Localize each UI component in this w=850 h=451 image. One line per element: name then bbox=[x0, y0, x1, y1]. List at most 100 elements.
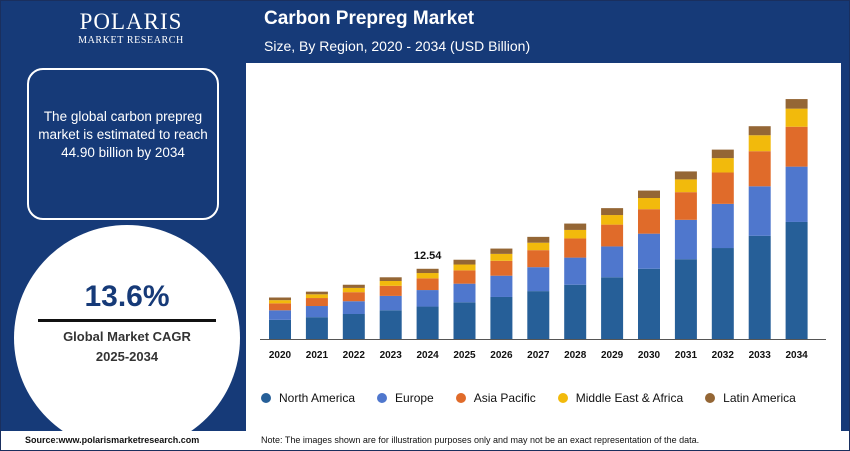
bar-segment-2030-asia-pacific bbox=[638, 209, 660, 234]
x-tick-label: 2031 bbox=[675, 350, 698, 361]
bar-segment-2033-north-america bbox=[748, 235, 771, 339]
bar-segment-2034-middle-east-africa bbox=[785, 108, 808, 127]
legend-label: Europe bbox=[395, 391, 434, 405]
x-tick-labels: 2020 2021 2022 2023 2024 2025 2026 2027 2028 2029… bbox=[269, 350, 808, 361]
bar-segment-2023-europe bbox=[379, 295, 402, 311]
x-tick-label: 2023 bbox=[380, 350, 403, 361]
bar-segment-2033-latin-america bbox=[748, 126, 771, 136]
summary-box: The global carbon prepreg market is esti… bbox=[27, 68, 219, 220]
stacked-bar-chart: 2020 2021 2022 2023 2024 2025 2026 2027 2028 2029… bbox=[260, 99, 826, 361]
bar-segment-2029-north-america bbox=[601, 277, 624, 339]
bar-segment-2032-latin-america bbox=[711, 149, 734, 159]
bar-segment-2031-latin-america bbox=[674, 171, 697, 180]
bar-segment-2025-latin-america bbox=[453, 259, 476, 265]
bar-segment-2027-europe bbox=[527, 267, 550, 292]
bar-segment-2022-latin-america bbox=[342, 284, 365, 288]
bar-segment-2029-latin-america bbox=[601, 208, 624, 216]
bar-segment-2030-europe bbox=[638, 233, 660, 269]
bar-segment-2026-asia-pacific bbox=[490, 260, 513, 276]
legend-marker bbox=[557, 393, 568, 403]
bar-segment-2021-europe bbox=[305, 306, 328, 318]
bar-segment-2029-europe bbox=[601, 246, 624, 278]
bar-segment-2022-north-america bbox=[342, 314, 365, 339]
bar-segment-2020-latin-america bbox=[269, 297, 291, 301]
bar-segment-2023-north-america bbox=[379, 310, 402, 339]
bar-segment-2021-asia-pacific bbox=[305, 298, 328, 307]
bar-segment-2023-middle-east-africa bbox=[379, 281, 402, 286]
chart-subtitle: Size, By Region, 2020 - 2034 (USD Billio… bbox=[264, 38, 531, 54]
legend-item: Asia Pacific bbox=[455, 387, 536, 409]
bar-segment-2034-latin-america bbox=[785, 99, 808, 109]
bar-segment-2025-asia-pacific bbox=[453, 270, 476, 284]
bar-segment-2020-middle-east-africa bbox=[269, 300, 291, 304]
bar-segment-2020-north-america bbox=[269, 319, 291, 339]
annotations-layer: 12.54 bbox=[414, 250, 442, 262]
bar-segment-2028-europe bbox=[564, 257, 587, 285]
legend-label: North America bbox=[279, 391, 356, 405]
bar-segment-2028-latin-america bbox=[564, 223, 587, 230]
legend-label: Middle East & Africa bbox=[575, 391, 684, 405]
left-panel: POLARIS MARKET RESEARCH The global carbo… bbox=[1, 1, 246, 431]
bar-segment-2032-europe bbox=[711, 203, 734, 249]
legend-marker bbox=[261, 393, 271, 403]
bar-segment-2021-middle-east-africa bbox=[305, 294, 328, 299]
bar-segment-2026-europe bbox=[490, 275, 513, 297]
legend-item: Europe bbox=[377, 387, 434, 409]
bars-layer bbox=[269, 99, 808, 339]
cagr-label-line1: Global Market CAGR bbox=[63, 329, 191, 344]
x-tick-label: 2025 bbox=[453, 350, 476, 361]
bar-segment-2034-north-america bbox=[785, 221, 808, 339]
chart-header: Carbon Prepreg Market Size, By Region, 2… bbox=[246, 1, 849, 63]
footer-note: Note: The images shown are for illustrat… bbox=[261, 435, 700, 445]
footer-source: Source:www.polarismarketresearch.com bbox=[25, 435, 200, 445]
bar-segment-2022-europe bbox=[342, 301, 365, 314]
x-tick-label: 2022 bbox=[343, 350, 366, 361]
bar-segment-2028-middle-east-africa bbox=[564, 229, 587, 239]
bar-segment-2026-latin-america bbox=[490, 248, 513, 254]
cagr-value: 13.6% bbox=[84, 280, 170, 313]
legend-item: Middle East & Africa bbox=[557, 387, 684, 409]
brand-name: POLARIS bbox=[75, 9, 187, 35]
cagr-label-line2: 2025-2034 bbox=[95, 349, 159, 364]
bar-segment-2027-north-america bbox=[527, 291, 550, 339]
bar-segment-2030-north-america bbox=[638, 268, 660, 339]
bar-segment-2022-middle-east-africa bbox=[342, 287, 365, 293]
bar-segment-2034-asia-pacific bbox=[785, 126, 808, 167]
bar-segment-2024-middle-east-africa bbox=[416, 273, 439, 279]
bar-segment-2023-asia-pacific bbox=[379, 285, 402, 296]
x-tick-label: 2026 bbox=[490, 350, 513, 361]
bar-segment-2033-asia-pacific bbox=[748, 151, 771, 187]
bar-segment-2032-middle-east-africa bbox=[711, 158, 734, 173]
bar-segment-2033-middle-east-africa bbox=[748, 135, 771, 152]
bar-segment-2022-asia-pacific bbox=[342, 292, 365, 302]
data-label-annotation: 12.54 bbox=[414, 250, 442, 262]
legend-label: Asia Pacific bbox=[473, 391, 536, 405]
bar-segment-2025-north-america bbox=[453, 302, 476, 339]
bar-segment-2028-asia-pacific bbox=[564, 238, 587, 258]
bar-segment-2031-asia-pacific bbox=[674, 192, 697, 220]
bar-segment-2031-north-america bbox=[674, 259, 697, 339]
brand-name-text: POLARIS bbox=[79, 9, 183, 34]
bar-segment-2025-europe bbox=[453, 283, 476, 303]
bar-segment-2031-europe bbox=[674, 219, 697, 260]
bar-segment-2024-north-america bbox=[416, 306, 439, 339]
legend-marker bbox=[377, 393, 388, 403]
bar-segment-2029-middle-east-africa bbox=[601, 215, 624, 225]
bar-segment-2026-middle-east-africa bbox=[490, 253, 513, 261]
cagr-divider bbox=[38, 319, 216, 322]
summary-text: The global carbon prepreg market is esti… bbox=[38, 109, 208, 160]
x-tick-label: 2029 bbox=[601, 350, 624, 361]
legend-marker bbox=[455, 393, 466, 403]
bar-segment-2029-asia-pacific bbox=[601, 224, 624, 247]
x-tick-label: 2034 bbox=[785, 350, 808, 361]
bar-segment-2028-north-america bbox=[564, 284, 587, 339]
bar-segment-2027-asia-pacific bbox=[527, 250, 550, 268]
x-tick-label: 2032 bbox=[712, 350, 735, 361]
x-tick-label: 2033 bbox=[749, 350, 772, 361]
bar-segment-2021-north-america bbox=[305, 317, 328, 339]
x-tick-label: 2028 bbox=[564, 350, 587, 361]
legend-label: Latin America bbox=[723, 391, 796, 405]
cagr-label: Global Market CAGR 2025-2034 bbox=[14, 327, 240, 367]
bar-segment-2033-europe bbox=[748, 186, 771, 236]
